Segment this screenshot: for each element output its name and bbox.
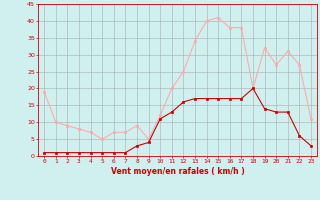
X-axis label: Vent moyen/en rafales ( km/h ): Vent moyen/en rafales ( km/h ) (111, 167, 244, 176)
